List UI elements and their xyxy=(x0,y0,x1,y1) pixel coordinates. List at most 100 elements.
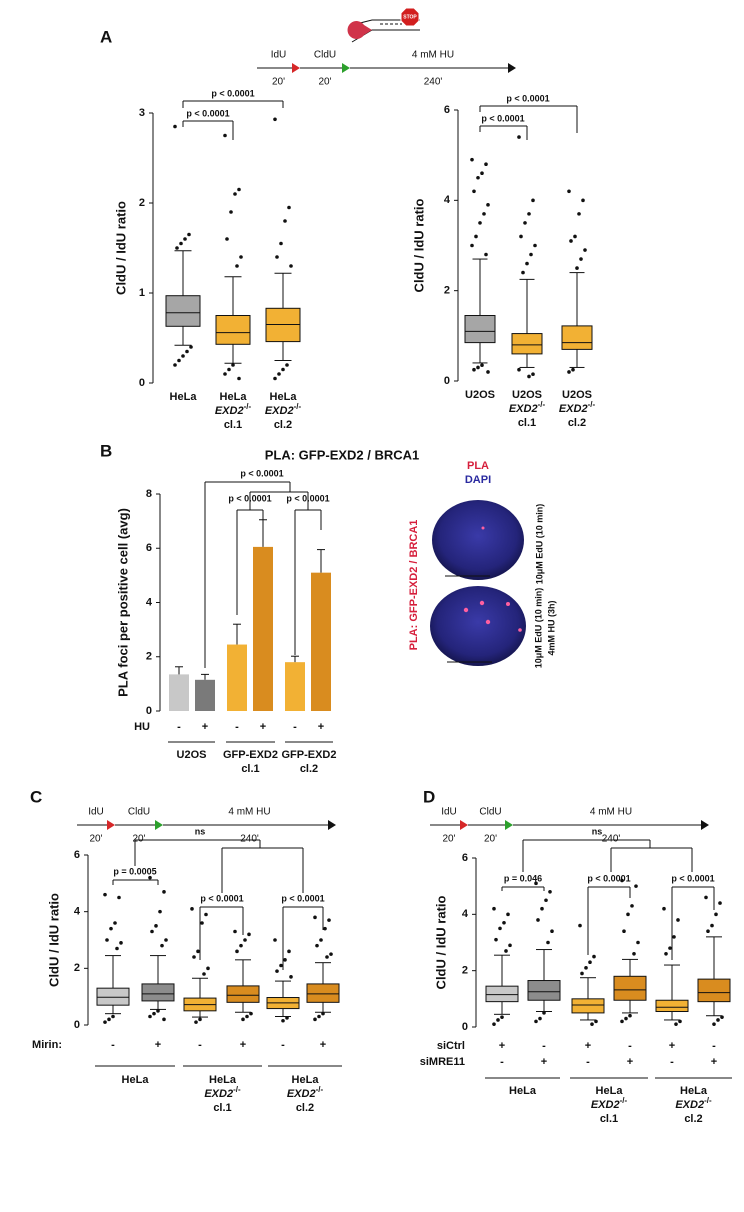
outlier xyxy=(325,955,329,959)
outlier xyxy=(313,915,317,920)
significance-label: p = 0.046 xyxy=(504,873,542,883)
outlier xyxy=(189,345,193,349)
outlier xyxy=(173,124,177,129)
outlier xyxy=(486,370,490,374)
outlier xyxy=(472,189,476,194)
outlier xyxy=(233,192,237,196)
group-label-gene: EXD2 xyxy=(287,1088,316,1100)
group-label: HeLa xyxy=(292,1074,320,1086)
y-tick-label: 2 xyxy=(139,197,145,209)
outlier xyxy=(540,906,544,911)
treatment-sign: - xyxy=(712,1040,716,1052)
treatment-sign: + xyxy=(541,1056,547,1068)
outlier xyxy=(579,257,583,261)
y-tick-label: 4 xyxy=(74,906,81,918)
outlier xyxy=(279,963,283,968)
timeline-label: IdU xyxy=(441,807,457,818)
outlier xyxy=(162,1017,166,1022)
y-axis-label: CldU / IdU ratio xyxy=(411,198,426,292)
outlier xyxy=(196,949,200,954)
outlier xyxy=(109,926,113,931)
outlier xyxy=(571,367,575,372)
y-tick-label: 4 xyxy=(462,908,469,920)
outlier xyxy=(237,376,241,381)
outlier xyxy=(580,971,584,976)
stain-label: PLA: GFP-EXD2 / BRCA1 xyxy=(408,520,420,651)
treatment-sign: + xyxy=(627,1056,633,1068)
outlier xyxy=(594,1019,598,1024)
arrow-head xyxy=(505,820,513,830)
outlier xyxy=(720,1015,724,1019)
y-tick-label: 4 xyxy=(146,596,153,608)
box xyxy=(485,985,519,1003)
outlier xyxy=(588,960,592,965)
outlier xyxy=(239,255,243,259)
timeline-duration: 20' xyxy=(318,77,331,88)
x-tick-label-gene: EXD2 xyxy=(509,403,538,415)
arrow-head xyxy=(460,820,468,830)
treatment-sign: + xyxy=(260,721,266,733)
box xyxy=(165,295,201,327)
outlier xyxy=(531,198,535,203)
treatment-sign: + xyxy=(499,1040,505,1052)
outlier xyxy=(323,926,327,931)
treatment-sign: - xyxy=(628,1040,632,1052)
panel-letter: D xyxy=(423,787,435,806)
y-tick-label: 4 xyxy=(444,194,451,206)
timeline-label: IdU xyxy=(271,50,287,61)
outlier xyxy=(523,221,527,225)
timeline-duration: 20' xyxy=(89,834,102,845)
y-tick-label: 6 xyxy=(444,104,450,116)
outlier xyxy=(179,241,183,246)
significance-label: p < 0.0001 xyxy=(671,873,714,883)
outlier xyxy=(567,189,571,194)
significance-label: p < 0.0001 xyxy=(506,93,549,103)
outlier xyxy=(484,252,488,257)
x-tick-label: EXD2-/- xyxy=(509,400,546,415)
outlier xyxy=(504,949,508,953)
treatment-sign: + xyxy=(669,1040,675,1052)
treatment-sign: - xyxy=(542,1040,546,1052)
arrow-head xyxy=(292,63,300,73)
outlier xyxy=(183,237,187,241)
outlier xyxy=(289,975,293,979)
outlier xyxy=(534,881,538,886)
outlier xyxy=(534,1019,538,1024)
outlier xyxy=(273,376,277,381)
outlier xyxy=(519,234,523,239)
treatment-name: HU xyxy=(134,721,150,733)
panel-letter: C xyxy=(30,787,42,806)
outlier xyxy=(198,1017,202,1022)
outlier xyxy=(319,938,323,942)
outlier xyxy=(231,363,235,367)
y-tick-label: 6 xyxy=(74,849,80,861)
outlier xyxy=(117,895,121,900)
outlier xyxy=(590,1022,594,1026)
outlier xyxy=(162,890,166,894)
outlier xyxy=(181,354,185,358)
x-tick-label: cl.1 xyxy=(224,419,242,431)
outlier xyxy=(175,246,179,250)
box xyxy=(306,983,340,1003)
micrograph: PLA DAPI PLA: GFP-EXD2 / BRCA1 10μM EdU … xyxy=(408,460,556,668)
outlier xyxy=(531,372,535,377)
treatment-sign: - xyxy=(281,1039,285,1051)
chart-title: PLA: GFP-EXD2 / BRCA1 xyxy=(265,447,420,462)
y-axis-label: CldU / IdU ratio xyxy=(46,893,61,987)
treatment-sign: - xyxy=(500,1056,504,1068)
treatment-sign: - xyxy=(235,721,239,733)
legend-pla: PLA xyxy=(467,460,489,472)
condition-label: 10μM EdU (10 min) xyxy=(534,504,544,585)
group-label: EXD2-/- xyxy=(287,1085,324,1100)
y-tick-label: 8 xyxy=(146,488,152,500)
outlier xyxy=(150,929,154,934)
outlier xyxy=(317,1014,321,1019)
outlier xyxy=(315,943,319,948)
x-tick-label-genotype: -/- xyxy=(588,400,596,409)
treatment-sign: + xyxy=(711,1056,717,1068)
outlier xyxy=(285,1016,289,1020)
outlier xyxy=(704,895,708,900)
x-tick-label: cl.2 xyxy=(274,419,292,431)
outlier xyxy=(714,912,718,917)
outlier xyxy=(620,878,624,883)
